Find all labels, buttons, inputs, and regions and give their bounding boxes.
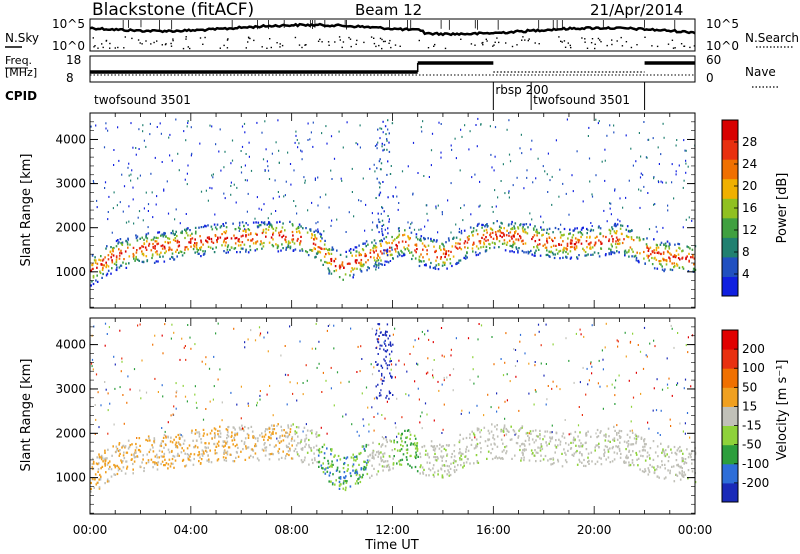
colorbar-tick-label: 4 xyxy=(742,267,750,281)
colorbar-tick-label: -100 xyxy=(742,457,769,471)
time-tick-label: 20:00 xyxy=(577,523,612,537)
colorbar-tick-label: 12 xyxy=(742,223,757,237)
colorbar-tick-label: -15 xyxy=(742,419,762,433)
nsky-trace xyxy=(89,20,696,50)
power-ylabel: Slant Range [km] xyxy=(19,154,34,267)
velocity-axes: 1000 2000 3000 4000 xyxy=(55,318,696,514)
nsky-panel: N.Sky 10^5 10^0 10^5 10^0 N.Search xyxy=(5,17,799,53)
colorbar-tick-label: 8 xyxy=(742,245,750,259)
freq-tick-top: 18 xyxy=(66,53,81,67)
range-tick-label: 1000 xyxy=(55,265,86,279)
range-tick-label: 1000 xyxy=(55,471,86,485)
freq-panel: Freq. [MHz] 18 8 60 0 Nave CPID xyxy=(5,53,780,103)
velocity-ylabel: Slant Range [km] xyxy=(19,359,34,472)
range-tick-label: 2000 xyxy=(55,426,86,440)
colorbar-tick-label: 100 xyxy=(742,361,765,375)
colorbar-tick-label: 200 xyxy=(742,342,765,356)
nsearch-label: N.Search xyxy=(745,31,799,45)
range-tick-label: 4000 xyxy=(55,132,86,146)
power-colorbar: 4 8 12 16 20 24 28 xyxy=(721,119,757,297)
time-tick-label: 16:00 xyxy=(476,523,511,537)
time-tick-label: 12:00 xyxy=(375,523,410,537)
colorbar-tick-label: -50 xyxy=(742,438,762,452)
power-scatter xyxy=(90,117,697,287)
range-tick-label: 3000 xyxy=(55,177,86,191)
velocity-colorbar: 200 100 50 15 -15 -50 -100 -200 xyxy=(721,329,769,503)
colorbar-tick-label: 24 xyxy=(742,157,757,171)
time-axis-label: Time UT xyxy=(364,538,418,553)
cpid-label: CPID xyxy=(5,89,37,103)
power-axes: 1000 2000 3000 4000 xyxy=(55,113,696,308)
nsearch-tick-top: 10^5 xyxy=(706,17,739,31)
time-tick-label: 00:00 xyxy=(678,523,713,537)
nave-label: Nave xyxy=(745,65,776,79)
freq-label-2: [MHz] xyxy=(5,66,37,79)
time-tick-label: 00:00 xyxy=(73,523,108,537)
nave-tick-top: 60 xyxy=(706,53,721,67)
freq-tick-bottom: 8 xyxy=(66,71,74,85)
freq-trace xyxy=(90,61,695,76)
nsky-tick-top: 10^5 xyxy=(52,17,85,31)
nsearch-tick-bottom: 10^0 xyxy=(706,39,739,53)
cpid-segment-label: twofsound 3501 xyxy=(94,93,191,107)
date-label: 21/Apr/2014 xyxy=(590,1,683,19)
range-tick-label: 3000 xyxy=(55,382,86,396)
colorbar-tick-label: 28 xyxy=(742,135,757,149)
time-tick-label: 08:00 xyxy=(274,523,309,537)
colorbar-tick-label: 15 xyxy=(742,399,757,413)
velocity-panel: 1000 2000 3000 4000 Slant Range [km] 200 100… xyxy=(19,317,790,515)
cpid-segment-label: twofsound 3501 xyxy=(533,93,630,107)
velocity-scatter xyxy=(90,322,697,493)
time-tick-label: 04:00 xyxy=(174,523,209,537)
colorbar-tick-label: -200 xyxy=(742,476,769,490)
colorbar-tick-label: 16 xyxy=(742,201,757,215)
freq-label-1: Freq. xyxy=(5,54,32,67)
station-title: Blackstone (fitACF) xyxy=(92,0,254,20)
colorbar-tick-label: 20 xyxy=(742,179,757,193)
power-colorbar-label: Power [dB] xyxy=(775,173,790,244)
nave-tick-bottom: 0 xyxy=(706,71,714,85)
beam-label: Beam 12 xyxy=(355,1,422,19)
nsky-label: N.Sky xyxy=(5,31,39,45)
colorbar-tick-label: 50 xyxy=(742,380,757,394)
velocity-colorbar-label: Velocity [m s⁻¹] xyxy=(775,360,790,461)
nsky-tick-bottom: 10^0 xyxy=(52,39,85,53)
time-axis: 00:00 04:00 08:00 12:00 16:00 20:00 00:00 xyxy=(73,523,713,537)
power-panel: 1000 2000 3000 4000 Slant Range [km] 4 8 12 16… xyxy=(19,112,790,309)
cpid-segment-label: rbsp 200 xyxy=(495,83,548,97)
range-tick-label: 2000 xyxy=(55,221,86,235)
range-tick-label: 4000 xyxy=(55,338,86,352)
